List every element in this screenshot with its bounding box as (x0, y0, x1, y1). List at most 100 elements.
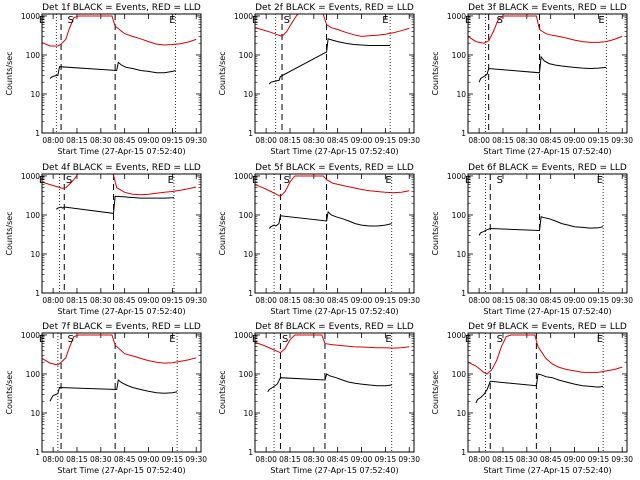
x-tick-label: 08:45 (540, 296, 562, 305)
y-axis-label: Counts/sec (431, 211, 440, 255)
chart-panel-6: Det 6f BLACK = Events, RED = LLD Counts/s… (431, 163, 633, 316)
chart-title: Det 7f BLACK = Events, RED = LLD (42, 322, 201, 332)
plot-frame (41, 332, 202, 453)
x-tick-label: 09:15 (588, 455, 610, 464)
y-axis-label: Counts/sec (5, 51, 14, 95)
x-tick-label: 08:15 (279, 296, 301, 305)
y-tick-label: 10 (30, 409, 40, 418)
x-tick-label: 08:15 (492, 296, 514, 305)
lld-series-line (468, 334, 623, 375)
x-axis-label: Start Time (27-Apr-15 07:52:40) (270, 307, 398, 316)
chart-panel-1: Det 1f BLACK = Events, RED = LLD Counts/s… (5, 3, 207, 156)
x-tick-label: 08:15 (279, 455, 301, 464)
x-tick-label: 08:00 (255, 136, 277, 145)
chart-title: Det 2f BLACK = Events, RED = LLD (255, 3, 414, 13)
y-tick-label: 100 (452, 370, 467, 379)
lld-series-line (42, 15, 197, 47)
chart-panel-9: Det 9f BLACK = Events, RED = LLD Counts/s… (431, 322, 633, 475)
y-tick-label: 1 (248, 129, 253, 138)
x-tick-label: 09:00 (138, 296, 160, 305)
events-series-line (267, 373, 392, 393)
marker-e-end: E (598, 15, 604, 26)
x-tick-label: 09:15 (588, 296, 610, 305)
x-tick-label: 09:30 (398, 136, 420, 145)
lld-series-line (255, 334, 410, 354)
y-tick-label: 10 (456, 250, 466, 259)
marker-e-end: E (385, 334, 391, 345)
x-tick-label: 09:15 (375, 455, 397, 464)
x-tick-label: 09:30 (611, 296, 633, 305)
x-tick-label: 08:45 (540, 455, 562, 464)
x-axis-label: Start Time (27-Apr-15 07:52:40) (57, 307, 185, 316)
y-tick-label: 100 (239, 51, 254, 60)
x-tick-label: 09:30 (185, 136, 207, 145)
y-tick-label: 1000 (234, 172, 253, 181)
y-tick-label: 10 (456, 90, 466, 99)
x-tick-label: 08:15 (492, 455, 514, 464)
x-tick-label: 08:30 (303, 136, 325, 145)
x-tick-label: 08:00 (468, 296, 490, 305)
x-tick-label: 09:15 (162, 455, 184, 464)
x-axis-label: Start Time (27-Apr-15 07:52:40) (57, 147, 185, 156)
y-tick-label: 100 (452, 51, 467, 60)
y-axis-label: Counts/sec (218, 370, 227, 414)
x-tick-label: 08:15 (66, 136, 88, 145)
x-tick-label: 08:30 (90, 296, 112, 305)
plot-frame (467, 332, 628, 453)
y-tick-label: 1000 (21, 331, 40, 340)
chart-panel-5: Det 5f BLACK = Events, RED = LLD Counts/s… (218, 163, 420, 316)
marker-e-end: E (385, 175, 391, 186)
y-tick-label: 1000 (234, 331, 253, 340)
chart-title: Det 8f BLACK = Events, RED = LLD (255, 322, 414, 332)
chart-panel-8: Det 8f BLACK = Events, RED = LLD Counts/s… (218, 322, 420, 475)
x-tick-label: 09:00 (564, 455, 586, 464)
lld-series-line (42, 334, 197, 366)
y-tick-label: 10 (30, 90, 40, 99)
x-tick-label: 09:00 (138, 136, 160, 145)
lld-series-line (42, 174, 197, 196)
x-tick-label: 08:00 (255, 296, 277, 305)
x-tick-label: 08:00 (42, 296, 64, 305)
events-series-line (49, 379, 178, 402)
marker-e-end: E (382, 15, 388, 26)
lld-series-line (255, 14, 410, 37)
y-tick-label: 1000 (234, 12, 253, 21)
events-series-line (478, 55, 607, 83)
y-tick-label: 1000 (447, 331, 466, 340)
x-tick-label: 08:45 (114, 296, 136, 305)
chart-title: Det 5f BLACK = Events, RED = LLD (255, 163, 414, 173)
x-tick-label: 09:30 (398, 296, 420, 305)
events-series-line (478, 216, 604, 236)
y-tick-label: 100 (239, 370, 254, 379)
x-tick-label: 08:00 (42, 136, 64, 145)
x-tick-label: 09:30 (611, 136, 633, 145)
chart-panel-3: Det 3f BLACK = Events, RED = LLD Counts/s… (431, 3, 633, 156)
y-tick-label: 10 (243, 90, 253, 99)
y-tick-label: 100 (26, 370, 41, 379)
x-tick-label: 08:15 (492, 136, 514, 145)
marker-s: S (284, 15, 290, 26)
y-axis-label: Counts/sec (218, 211, 227, 255)
x-tick-label: 09:15 (375, 296, 397, 305)
x-tick-label: 08:30 (303, 296, 325, 305)
x-axis-label: Start Time (27-Apr-15 07:52:40) (270, 466, 398, 475)
chart-title: Det 6f BLACK = Events, RED = LLD (468, 163, 627, 173)
chart-panel-2: Det 2f BLACK = Events, RED = LLD Counts/s… (218, 3, 420, 156)
x-tick-label: 09:15 (375, 136, 397, 145)
x-tick-label: 09:00 (138, 455, 160, 464)
x-tick-label: 09:00 (351, 136, 373, 145)
x-tick-label: 08:30 (303, 455, 325, 464)
chart-title: Det 9f BLACK = Events, RED = LLD (468, 322, 627, 332)
y-tick-label: 1000 (447, 172, 466, 181)
events-series-line (268, 210, 392, 229)
y-tick-label: 1000 (21, 12, 40, 21)
x-tick-label: 09:00 (564, 136, 586, 145)
x-tick-label: 09:30 (611, 455, 633, 464)
plot-frame (467, 173, 628, 294)
x-axis-label: Start Time (27-Apr-15 07:52:40) (483, 307, 611, 316)
y-tick-label: 1 (35, 448, 40, 457)
x-tick-label: 09:00 (351, 296, 373, 305)
marker-e-end: E (168, 175, 174, 186)
marker-e-end: E (597, 175, 603, 186)
